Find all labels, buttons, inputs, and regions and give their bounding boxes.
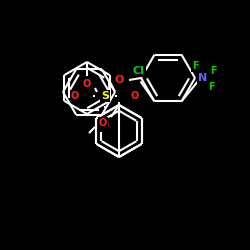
Text: Cl: Cl [132,66,144,76]
Text: O: O [101,121,109,131]
Text: O: O [131,91,139,101]
Text: O: O [83,79,91,89]
Text: O: O [71,91,79,101]
Text: O: O [99,118,107,128]
Text: F: F [210,66,217,76]
Text: F: F [208,82,215,92]
Text: N: N [198,73,207,83]
Text: F: F [192,62,199,72]
Text: O: O [114,75,124,85]
Text: S: S [101,91,109,101]
